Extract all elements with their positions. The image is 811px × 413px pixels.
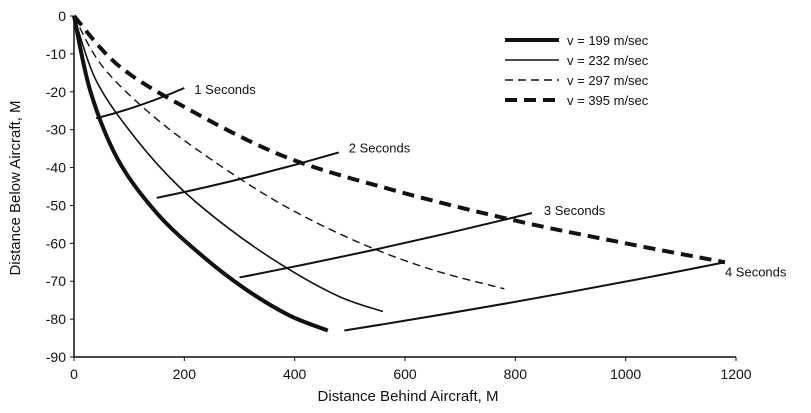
y-tick-label: -20	[46, 84, 66, 100]
series-line	[73, 15, 505, 290]
y-tick-label: -40	[46, 160, 66, 176]
series	[72, 14, 726, 333]
legend: v = 199 m/sec v = 232 m/sec v = 297 m/sec v…	[505, 33, 649, 108]
time-lines: 1 Seconds 2 Seconds 3 Seconds 4 Seconds	[95, 82, 787, 332]
time-label: 4 Seconds	[725, 264, 787, 279]
y-tick-label: -50	[46, 197, 66, 213]
y-tick-label: -60	[46, 235, 66, 251]
series-line	[72, 15, 329, 333]
x-tick-label: 1000	[610, 366, 641, 382]
y-axis-title: Distance Below Aircraft, M	[7, 100, 24, 275]
legend-label: v = 395 m/sec	[567, 93, 649, 108]
time-line	[156, 151, 340, 199]
series-line	[73, 15, 384, 313]
x-tick-label: 0	[70, 366, 78, 382]
time-label: 1 Seconds	[194, 82, 256, 97]
y-tick-label: -30	[46, 122, 66, 138]
time-line	[239, 212, 533, 279]
time-line	[95, 87, 185, 120]
axes: 0 200 400 600 800 1000 1200 0 -10 -20 -30 -40 -50 -60…	[46, 8, 752, 382]
x-tick-label: 1200	[720, 366, 751, 382]
x-tick-label: 800	[504, 366, 528, 382]
legend-label: v = 297 m/sec	[567, 73, 649, 88]
x-tick-label: 400	[283, 366, 307, 382]
x-tick-label: 200	[173, 366, 197, 382]
y-tick-label: 0	[58, 8, 66, 24]
y-tick-label: -80	[46, 311, 66, 327]
time-line	[344, 261, 726, 332]
time-label: 2 Seconds	[349, 140, 411, 155]
x-tick-label: 600	[393, 366, 417, 382]
legend-label: v = 232 m/sec	[567, 53, 649, 68]
y-tick-label: -90	[46, 349, 66, 365]
x-axis-title: Distance Behind Aircraft, M	[318, 388, 499, 405]
series-line	[72, 14, 726, 265]
time-label: 3 Seconds	[544, 203, 606, 218]
legend-label: v = 199 m/sec	[567, 33, 649, 48]
y-tick-label: -70	[46, 273, 66, 289]
y-tick-label: -10	[46, 46, 66, 62]
